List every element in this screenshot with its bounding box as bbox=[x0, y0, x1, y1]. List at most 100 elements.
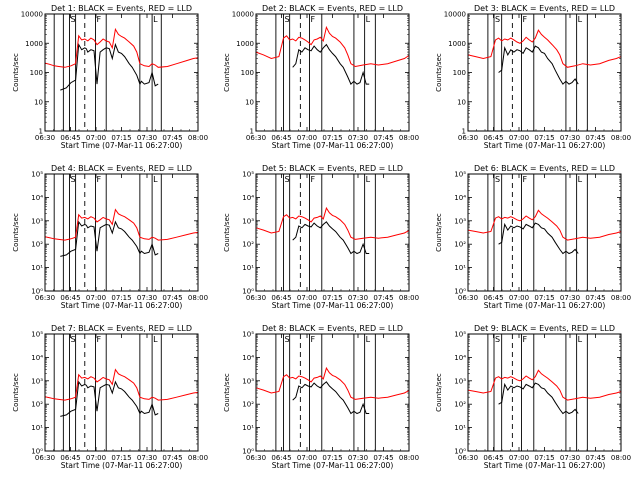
x-tick-label: 07:45 bbox=[585, 294, 605, 302]
x-tick-label: 07:45 bbox=[585, 134, 605, 142]
event-marker-label: S bbox=[495, 175, 500, 184]
y-tick-label: 1000 bbox=[25, 40, 43, 48]
series-line-lld bbox=[44, 27, 199, 68]
y-tick-label: 10³ bbox=[31, 217, 43, 225]
y-axis-label: Counts/sec bbox=[223, 53, 231, 92]
x-tick-label: 06:30 bbox=[35, 134, 55, 142]
x-tick-label: 07:00 bbox=[509, 454, 529, 462]
x-tick-label: 07:15 bbox=[322, 134, 342, 142]
y-tick-label: 10000 bbox=[21, 11, 43, 19]
y-axis-label: Counts/sec bbox=[435, 373, 443, 412]
x-tick-label: 08:00 bbox=[399, 454, 419, 462]
x-tick-label: 08:00 bbox=[399, 134, 419, 142]
x-axis-label: Start Time (07-Mar-11 06:27:00) bbox=[61, 461, 183, 470]
y-tick-label: 10 bbox=[457, 98, 466, 106]
y-tick-label: 10¹ bbox=[31, 264, 43, 272]
chart-panel-1: Det 1: BLACK = Events, RED = LLD 1 10 100 10… bbox=[12, 4, 208, 150]
y-tick-label: 10² bbox=[242, 401, 254, 409]
y-tick-label: 1000 bbox=[236, 40, 254, 48]
event-marker-label: S bbox=[70, 335, 75, 344]
y-tick-label: 10⁰ bbox=[454, 448, 466, 456]
plot-frame bbox=[44, 13, 199, 132]
chart-panel-3: Det 3: BLACK = Events, RED = LLD 1 10 100 10… bbox=[435, 4, 631, 150]
y-tick-label: 1 bbox=[39, 128, 43, 136]
y-tick-label: 10² bbox=[454, 241, 466, 249]
event-marker-label: F bbox=[523, 175, 528, 184]
y-tick-label: 10 bbox=[245, 98, 254, 106]
x-axis-label: Start Time (07-Mar-11 06:27:00) bbox=[484, 461, 606, 470]
y-tick-label: 10³ bbox=[242, 377, 254, 385]
x-tick-label: 07:15 bbox=[534, 134, 554, 142]
y-tick-label: 10000 bbox=[444, 11, 466, 19]
event-marker-label: F bbox=[523, 335, 528, 344]
y-tick-label: 10⁴ bbox=[242, 194, 254, 202]
x-tick-label: 07:15 bbox=[534, 294, 554, 302]
x-tick-label: 07:00 bbox=[297, 134, 317, 142]
x-tick-label: 07:00 bbox=[297, 294, 317, 302]
x-tick-label: 08:00 bbox=[188, 294, 208, 302]
y-tick-label: 10⁴ bbox=[31, 194, 43, 202]
x-tick-label: 06:45 bbox=[483, 134, 503, 142]
y-axis-label: Counts/sec bbox=[223, 213, 231, 252]
series-line-events bbox=[498, 382, 579, 415]
chart-panel-9: Det 9: BLACK = Events, RED = LLD 10⁰ 10¹ 10… bbox=[435, 324, 631, 470]
y-tick-label: 1 bbox=[462, 128, 466, 136]
x-tick-label: 08:00 bbox=[399, 294, 419, 302]
y-tick-label: 10 bbox=[34, 98, 43, 106]
series-line-lld bbox=[467, 209, 622, 241]
plot-frame bbox=[467, 173, 622, 292]
y-tick-label: 10³ bbox=[454, 377, 466, 385]
y-tick-label: 10⁵ bbox=[31, 331, 43, 339]
x-tick-label: 07:45 bbox=[162, 294, 182, 302]
x-tick-label: 07:45 bbox=[162, 454, 182, 462]
event-marker-label: L bbox=[366, 15, 371, 24]
series-line-lld bbox=[255, 25, 410, 68]
event-marker-label: L bbox=[366, 335, 371, 344]
x-tick-label: 06:45 bbox=[271, 454, 291, 462]
chart-panel-4: Det 4: BLACK = Events, RED = LLD 10⁰ 10¹ 10… bbox=[12, 164, 208, 310]
series-line-events bbox=[60, 380, 159, 417]
event-marker-label: F bbox=[523, 15, 528, 24]
y-tick-label: 10⁵ bbox=[454, 171, 466, 179]
chart-title: Det 4: BLACK = Events, RED = LLD bbox=[51, 164, 192, 173]
y-tick-label: 10⁴ bbox=[31, 354, 43, 362]
y-axis-label: Counts/sec bbox=[223, 373, 231, 412]
event-marker-label: F bbox=[96, 175, 101, 184]
chart-title: Det 2: BLACK = Events, RED = LLD bbox=[262, 4, 403, 13]
series-line-events bbox=[292, 221, 370, 255]
chart-title: Det 1: BLACK = Events, RED = LLD bbox=[51, 4, 192, 13]
x-tick-label: 08:00 bbox=[611, 294, 631, 302]
x-tick-label: 06:30 bbox=[458, 134, 478, 142]
y-tick-label: 10² bbox=[31, 241, 43, 249]
x-tick-label: 08:00 bbox=[188, 454, 208, 462]
y-tick-label: 10⁰ bbox=[242, 288, 254, 296]
plot-frame bbox=[255, 333, 410, 452]
y-tick-label: 10⁵ bbox=[242, 331, 254, 339]
x-tick-label: 07:00 bbox=[509, 134, 529, 142]
y-tick-label: 10¹ bbox=[31, 424, 43, 432]
x-tick-label: 07:30 bbox=[560, 454, 580, 462]
plot-frame bbox=[467, 333, 622, 452]
x-tick-label: 07:45 bbox=[373, 134, 393, 142]
series-line-events bbox=[292, 43, 370, 85]
y-tick-label: 10000 bbox=[232, 11, 254, 19]
y-tick-label: 10⁰ bbox=[454, 288, 466, 296]
x-tick-label: 07:30 bbox=[137, 294, 157, 302]
x-tick-label: 07:15 bbox=[322, 294, 342, 302]
chart-title: Det 5: BLACK = Events, RED = LLD bbox=[262, 164, 403, 173]
x-tick-label: 07:00 bbox=[86, 294, 106, 302]
y-tick-label: 10² bbox=[454, 401, 466, 409]
x-tick-label: 07:45 bbox=[373, 294, 393, 302]
y-tick-label: 10⁰ bbox=[31, 288, 43, 296]
y-axis-label: Counts/sec bbox=[435, 213, 443, 252]
x-tick-label: 06:45 bbox=[483, 454, 503, 462]
y-tick-label: 10⁴ bbox=[454, 194, 466, 202]
chart-panel-6: Det 6: BLACK = Events, RED = LLD 10⁰ 10¹ 10… bbox=[435, 164, 631, 310]
event-marker-label: F bbox=[311, 15, 316, 24]
x-axis-label: Start Time (07-Mar-11 06:27:00) bbox=[484, 301, 606, 310]
y-tick-label: 10⁵ bbox=[454, 331, 466, 339]
event-marker-label: S bbox=[495, 15, 500, 24]
series-line-events bbox=[498, 222, 579, 255]
event-marker-label: F bbox=[311, 335, 316, 344]
